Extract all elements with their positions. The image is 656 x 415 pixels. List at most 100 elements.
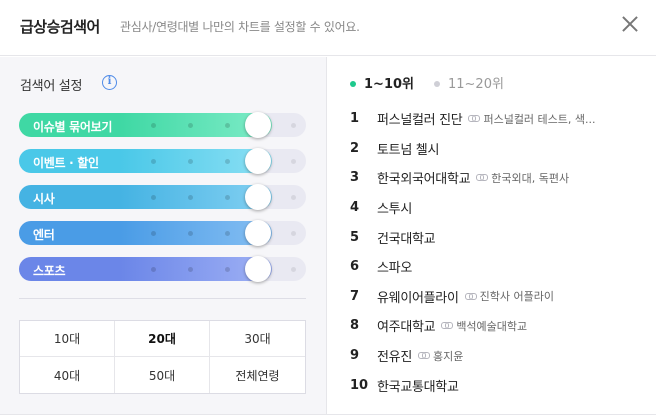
slider-step-dot xyxy=(151,267,156,272)
slider-step-dot xyxy=(225,231,230,236)
link-icon xyxy=(417,352,430,360)
chart-section: 1~10위 11~20위 1 퍼스널컬러 진단 퍼스널컬러 테스트, 색... 2 토트… xyxy=(328,57,656,414)
list-item[interactable]: 10 한국교통대학교 xyxy=(350,370,640,400)
related-text: 한국외대, 독편사 xyxy=(491,171,570,185)
list-item[interactable]: 8 여주대학교 백석예술대학교 xyxy=(350,311,640,341)
age-option[interactable]: 10대 xyxy=(20,321,115,357)
age-option[interactable]: 50대 xyxy=(115,357,210,393)
close-icon[interactable] xyxy=(618,12,642,36)
category-slider[interactable]: 시사 xyxy=(19,184,306,210)
slider-fill xyxy=(19,221,272,245)
rank-keyword: 건국대학교 xyxy=(377,231,436,247)
slider-label: 엔터 xyxy=(33,228,55,242)
rank-number: 7 xyxy=(350,288,360,304)
slider-fill xyxy=(19,257,272,281)
tab-label: 11~20위 xyxy=(448,77,504,92)
settings-title: 검색어 설정 xyxy=(20,79,83,94)
category-slider[interactable]: 이벤트 · 할인 xyxy=(19,148,306,174)
rank-keyword: 유웨이어플라이 xyxy=(377,290,459,306)
age-selector: 10대 20대 30대 40대 50대 전체연령 xyxy=(19,320,306,394)
list-item[interactable]: 4 스투시 xyxy=(350,193,640,223)
panel-subtitle: 관심사/연령대별 나만의 차트를 설정할 수 있어요. xyxy=(120,20,360,34)
slider-step-dot xyxy=(225,123,230,128)
slider-step-dot xyxy=(225,267,230,272)
rank-keyword: 퍼스널컬러 진단 xyxy=(377,113,463,129)
category-slider[interactable]: 이슈별 묶어보기 xyxy=(19,112,306,138)
related-keywords[interactable]: 한국외대, 독편사 xyxy=(476,170,569,186)
rank-number: 4 xyxy=(350,200,360,216)
panel-title: 급상승검색어 xyxy=(20,18,100,36)
slider-label: 이벤트 · 할인 xyxy=(33,156,99,170)
slider-label: 시사 xyxy=(33,192,55,206)
related-keywords[interactable]: 퍼스널컬러 테스트, 색... xyxy=(468,111,596,127)
rank-number: 2 xyxy=(350,140,360,156)
slider-step-dot xyxy=(291,231,296,236)
rank-number: 1 xyxy=(350,111,360,127)
category-slider[interactable]: 엔터 xyxy=(19,220,306,246)
slider-step-dot xyxy=(291,195,296,200)
tab-label: 1~10위 xyxy=(364,77,414,92)
list-item[interactable]: 7 유웨이어플라이 진학사 어플라이 xyxy=(350,282,640,312)
slider-knob[interactable] xyxy=(245,220,271,246)
slider-step-dot xyxy=(151,159,156,164)
slider-fill xyxy=(19,113,272,137)
rank-number: 5 xyxy=(350,229,360,245)
tab-rank-11-20[interactable]: 11~20위 xyxy=(434,73,504,92)
slider-step-dot xyxy=(151,231,156,236)
rank-number: 6 xyxy=(350,259,360,275)
rank-number: 10 xyxy=(350,377,369,393)
related-keywords[interactable]: 백석예술대학교 xyxy=(441,318,527,334)
rank-keyword: 스투시 xyxy=(377,202,412,218)
age-option[interactable]: 30대 xyxy=(210,321,305,357)
list-item[interactable]: 1 퍼스널컬러 진단 퍼스널컬러 테스트, 색... xyxy=(350,104,640,134)
age-option[interactable]: 20대 xyxy=(115,321,210,357)
inactive-dot-icon xyxy=(434,80,440,87)
rank-keyword: 스파오 xyxy=(377,261,412,277)
slider-knob[interactable] xyxy=(245,256,271,282)
category-slider[interactable]: 스포츠 xyxy=(19,256,306,282)
slider-step-dot xyxy=(151,195,156,200)
slider-fill xyxy=(19,149,272,173)
related-text: 백석예술대학교 xyxy=(456,319,528,333)
slider-label: 스포츠 xyxy=(33,264,66,278)
info-icon[interactable]: i xyxy=(102,75,117,90)
list-item[interactable]: 9 전유진 홍지윤 xyxy=(350,341,640,371)
slider-step-dot xyxy=(188,195,193,200)
related-keywords[interactable]: 진학사 어플라이 xyxy=(464,288,554,304)
rank-number: 9 xyxy=(350,348,360,364)
slider-step-dot xyxy=(225,195,230,200)
age-option[interactable]: 40대 xyxy=(20,357,115,393)
related-text: 진학사 어플라이 xyxy=(479,290,554,304)
slider-step-dot xyxy=(188,267,193,272)
rank-number: 3 xyxy=(350,170,360,186)
rank-number: 8 xyxy=(350,318,360,334)
slider-step-dot xyxy=(225,159,230,164)
rank-list: 1 퍼스널컬러 진단 퍼스널컬러 테스트, 색... 2 토트넘 첼시 3 한국외국어대학교… xyxy=(350,104,640,400)
slider-knob[interactable] xyxy=(245,148,271,174)
slider-step-dot xyxy=(291,123,296,128)
slider-step-dot xyxy=(151,123,156,128)
slider-knob[interactable] xyxy=(245,184,271,210)
list-item[interactable]: 6 스파오 xyxy=(350,252,640,282)
divider xyxy=(19,298,306,299)
slider-step-dot xyxy=(291,159,296,164)
link-icon xyxy=(468,115,481,123)
tab-rank-1-10[interactable]: 1~10위 xyxy=(350,73,414,92)
related-text: 퍼스널컬러 테스트, 색... xyxy=(483,112,596,126)
age-option[interactable]: 전체연령 xyxy=(235,368,280,383)
related-keywords[interactable]: 홍지윤 xyxy=(417,348,464,364)
rank-keyword: 토트넘 첼시 xyxy=(377,142,440,158)
list-item[interactable]: 3 한국외국어대학교 한국외대, 독편사 xyxy=(350,163,640,193)
related-text: 홍지윤 xyxy=(432,349,464,363)
panel-header: 급상승검색어 관심사/연령대별 나만의 차트를 설정할 수 있어요. xyxy=(0,0,656,56)
link-icon xyxy=(476,174,489,182)
slider-step-dot xyxy=(291,267,296,272)
slider-step-dot xyxy=(188,159,193,164)
slider-knob[interactable] xyxy=(245,112,271,138)
slider-fill xyxy=(19,185,272,209)
list-item[interactable]: 5 건국대학교 xyxy=(350,222,640,252)
list-item[interactable]: 2 토트넘 첼시 xyxy=(350,134,640,164)
